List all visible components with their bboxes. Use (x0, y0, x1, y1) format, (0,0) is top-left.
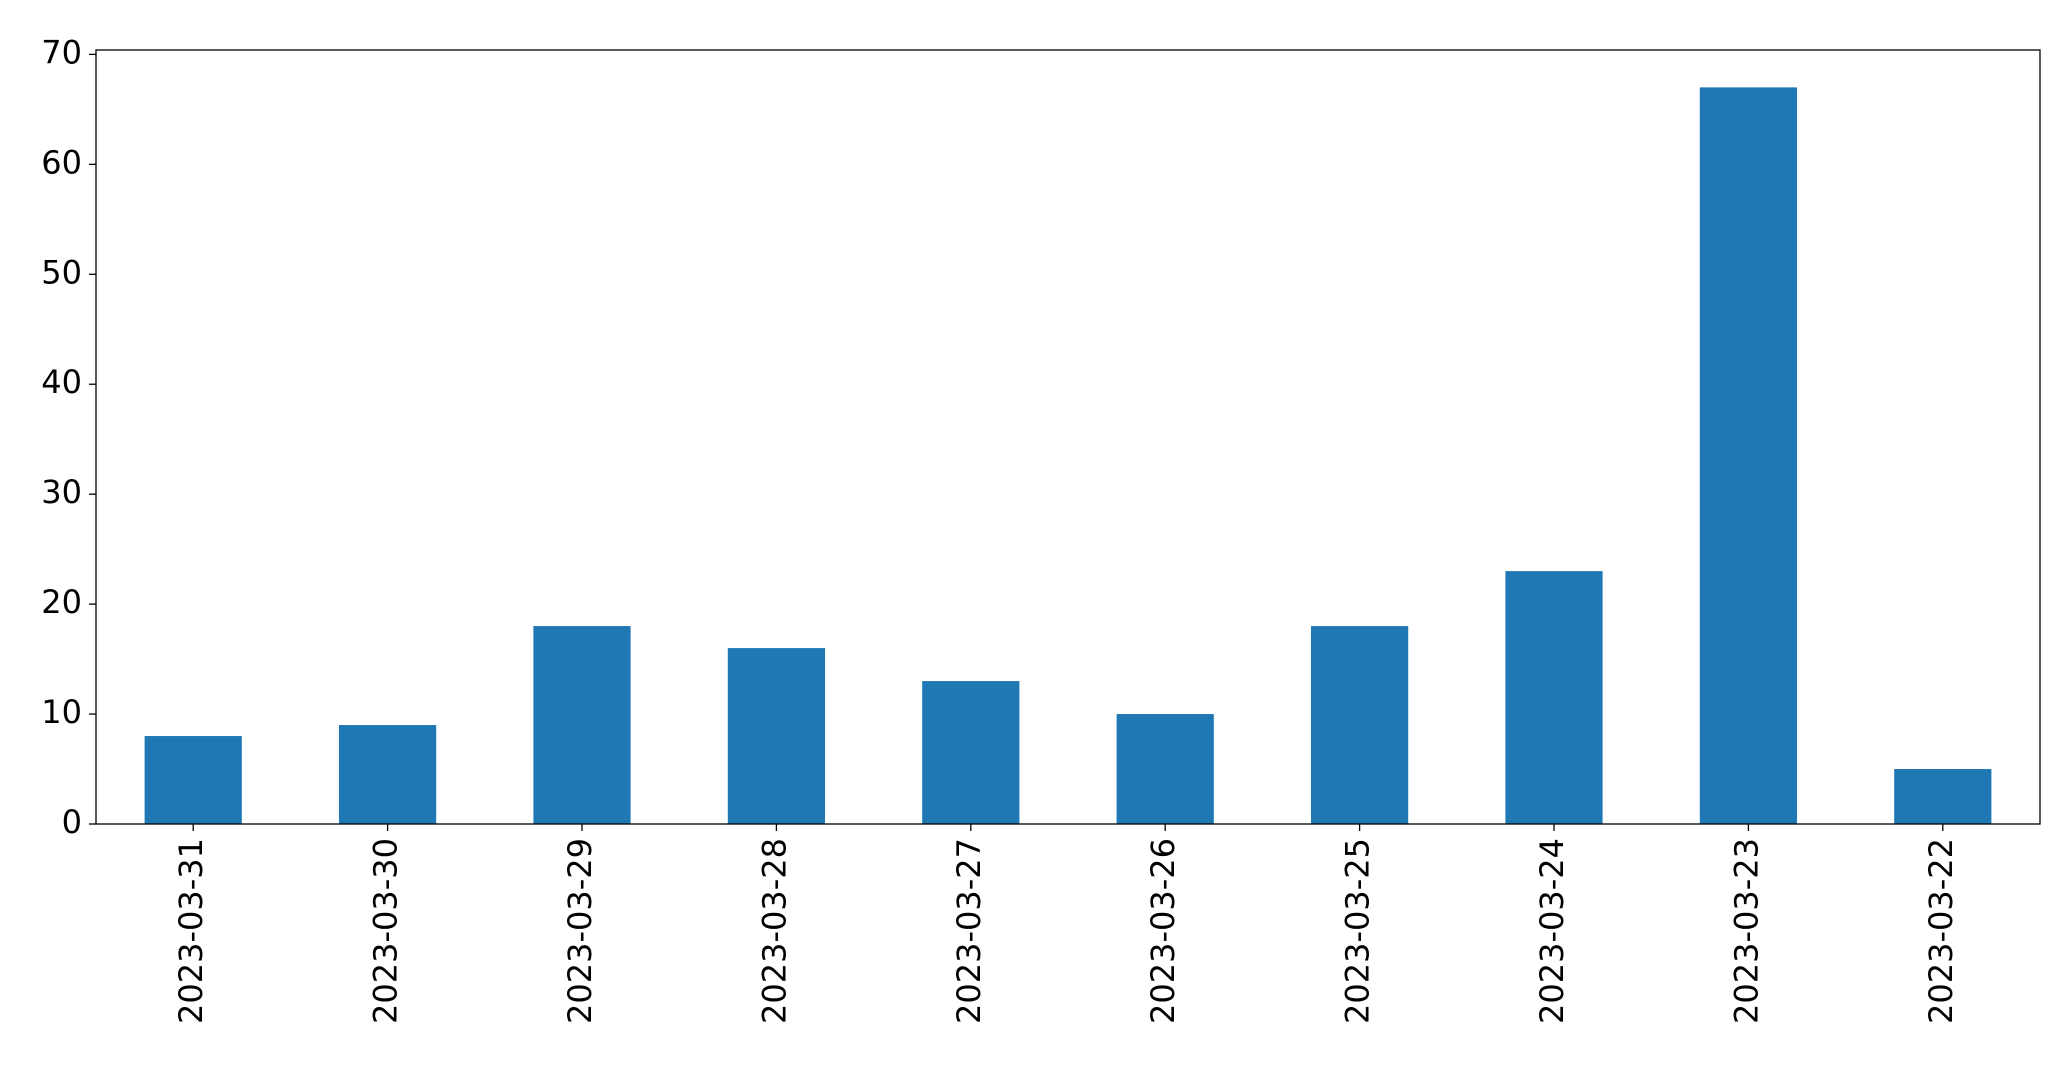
x-tick-label: 2023-03-31 (172, 838, 210, 1024)
x-tick-label: 2023-03-27 (950, 838, 988, 1024)
bar (1505, 571, 1603, 824)
bar (1699, 87, 1797, 825)
x-tick-label: 2023-03-24 (1533, 838, 1571, 1024)
y-tick-label: 0 (62, 803, 82, 841)
bar (922, 681, 1020, 824)
bar (144, 736, 242, 824)
bar (533, 626, 631, 824)
y-tick-label: 30 (41, 473, 82, 511)
bar (727, 648, 825, 824)
y-tick-label: 70 (41, 33, 82, 71)
x-tick-label: 2023-03-28 (755, 838, 793, 1024)
y-tick-label: 10 (41, 693, 82, 731)
x-tick-label: 2023-03-30 (367, 838, 405, 1024)
x-tick-label: 2023-03-26 (1144, 838, 1182, 1024)
bar (1894, 769, 1992, 824)
x-tick-label: 2023-03-22 (1922, 838, 1960, 1024)
x-tick-label: 2023-03-25 (1339, 838, 1377, 1024)
bar (339, 725, 437, 824)
x-tick-label: 2023-03-29 (561, 838, 599, 1024)
y-tick-label: 40 (41, 363, 82, 401)
y-tick-label: 60 (41, 143, 82, 181)
plot-frame (95, 49, 2041, 825)
bar (1311, 626, 1409, 824)
y-tick-label: 20 (41, 583, 82, 621)
x-tick-label: 2023-03-23 (1727, 838, 1765, 1024)
bar (1116, 714, 1214, 824)
y-tick-label: 50 (41, 253, 82, 291)
